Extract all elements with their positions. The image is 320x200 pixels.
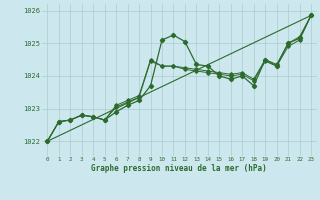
X-axis label: Graphe pression niveau de la mer (hPa): Graphe pression niveau de la mer (hPa) xyxy=(91,164,267,173)
